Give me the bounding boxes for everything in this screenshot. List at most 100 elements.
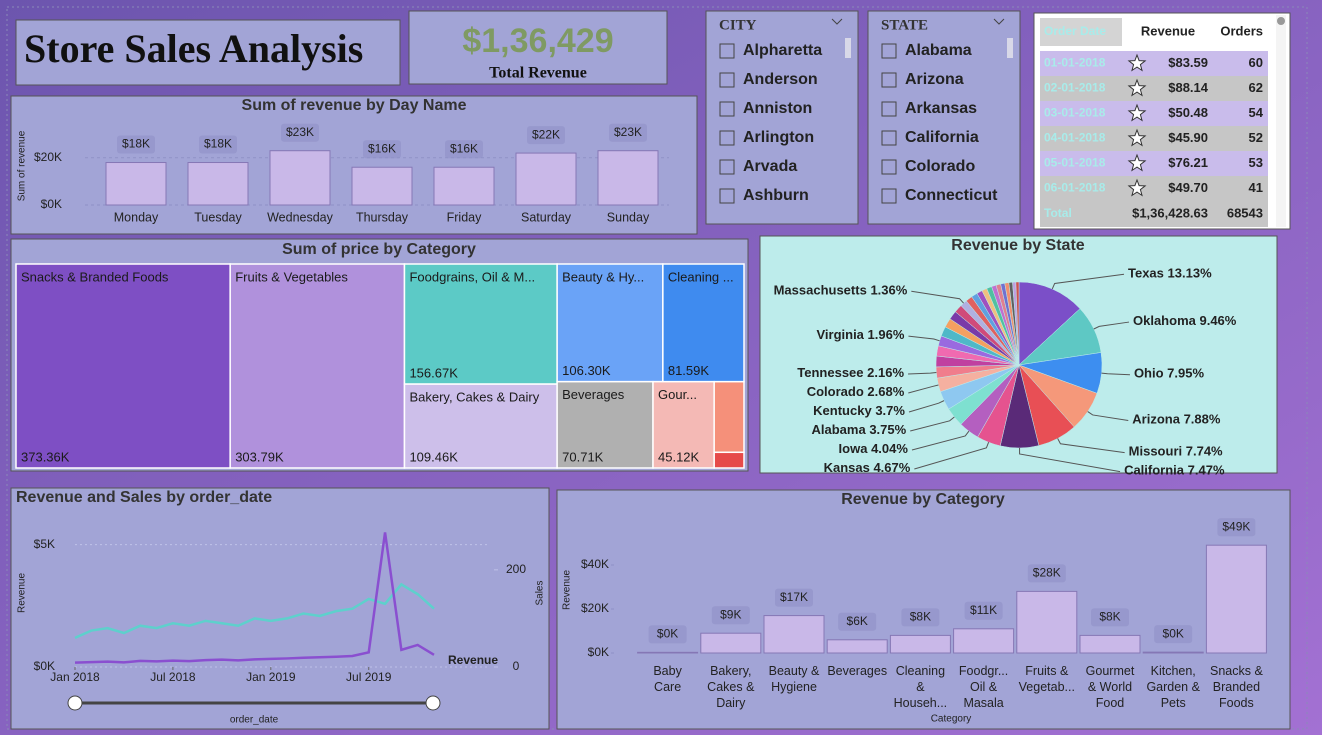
y-axis-title: Revenue [17, 573, 28, 613]
data-label: $18K [204, 137, 232, 151]
table-cell [1040, 101, 1268, 126]
y-axis-title: Sum of revenue [17, 130, 28, 201]
slicer-item[interactable]: Anniston [743, 100, 812, 117]
slicer-item[interactable]: Arkansas [905, 100, 977, 117]
data-label: 4.04% [871, 441, 908, 456]
checkbox[interactable] [719, 101, 735, 117]
data-label: 9.46% [1199, 313, 1236, 328]
data-label-box [711, 606, 750, 625]
data-label-box [1154, 625, 1193, 644]
leader-line [1101, 372, 1130, 376]
checkbox[interactable] [881, 43, 897, 59]
slicer-item[interactable]: Arizona [905, 71, 964, 88]
slicer-scrollbar [845, 38, 851, 58]
leader-line [911, 430, 970, 451]
leader-line [1051, 273, 1125, 290]
x-tick-label: Tuesday [194, 210, 242, 224]
table-total: $1,36,428.63 [1132, 205, 1208, 220]
leader-line [908, 384, 939, 394]
bar [351, 166, 413, 206]
bar [889, 634, 951, 654]
label-line: Branded [1213, 680, 1260, 694]
slicer-item[interactable]: Connecticut [905, 187, 998, 204]
checkbox[interactable] [719, 159, 735, 175]
checkbox[interactable] [881, 188, 897, 204]
scroll-thumb[interactable] [1277, 17, 1285, 25]
data-label: $8K [1099, 610, 1120, 624]
data-label: 7.95% [1167, 366, 1204, 381]
slicer-item[interactable]: Arvada [743, 158, 797, 175]
y-tick-label: $0K [34, 659, 55, 673]
y-tick-label: $20K [581, 601, 609, 615]
checkbox[interactable] [881, 159, 897, 175]
bar [1205, 544, 1267, 654]
slicer-item[interactable]: Anderson [743, 71, 818, 88]
x-tick-label: Thursday [356, 210, 409, 224]
treemap-cell [713, 451, 745, 469]
treemap-label: Foodgrains, Oil & M... [409, 269, 535, 284]
data-label: 45.12K [658, 449, 700, 464]
slicer-item[interactable]: Colorado [905, 158, 975, 175]
state-slicer[interactable] [867, 10, 1021, 225]
data-label: 109.46K [409, 449, 458, 464]
label-line: Beauty & [769, 664, 820, 678]
data-label: 303.79K [235, 449, 284, 464]
x-tick-label: Kitchen, Garden & Pets [1146, 664, 1200, 710]
column-header: Revenue [1141, 23, 1195, 38]
bar [700, 632, 762, 654]
x-tick-label: Snacks & Branded Foods [1210, 664, 1263, 710]
data-label: $23K [614, 125, 642, 139]
table-cell-text: $50.48 [1168, 105, 1208, 120]
kpi-label: Total Revenue [489, 65, 587, 82]
checkbox[interactable] [719, 43, 735, 59]
checkbox[interactable] [881, 101, 897, 117]
label-line: Gourmet [1086, 664, 1135, 678]
leader-line [914, 442, 990, 470]
data-label-box [281, 123, 319, 142]
treemap-cell [556, 380, 654, 469]
label-line: Househ... [894, 696, 948, 710]
slider-handle[interactable] [425, 695, 441, 711]
slicer-chevron[interactable] [831, 18, 843, 25]
data-label: $28K [1033, 566, 1061, 580]
slicer-item[interactable]: California [905, 129, 979, 146]
slicer-item[interactable]: Arlington [743, 129, 814, 146]
star-icon [1127, 78, 1147, 97]
slider-handle[interactable] [67, 695, 83, 711]
label-line: Kitchen, [1151, 664, 1196, 678]
pie-label: Virginia 1.96% [816, 328, 904, 343]
table-cell-text: 06-01-2018 [1044, 181, 1106, 195]
x-tick-label: Baby Care [653, 664, 682, 694]
x-tick-label: Beverages [827, 664, 887, 678]
checkbox[interactable] [719, 72, 735, 88]
pie-label: Massachusetts 1.36% [774, 283, 908, 298]
label-line: Foodgr... [959, 664, 1008, 678]
leader-line [910, 416, 955, 432]
treemap-cell [403, 383, 558, 469]
y2-tick-label: 0 [513, 659, 520, 673]
table-cell-text: 54 [1249, 105, 1264, 120]
slicer-item[interactable]: Alabama [905, 42, 972, 59]
data-label: $18K [122, 137, 150, 151]
pie-label: Kentucky 3.7% [813, 403, 905, 418]
slicer-chevron[interactable] [993, 18, 1005, 25]
checkbox[interactable] [881, 130, 897, 146]
label-line: Beverages [827, 664, 887, 678]
data-label: 3.75% [869, 422, 906, 437]
treemap-cell [403, 263, 558, 385]
checkbox[interactable] [881, 72, 897, 88]
slicer-item[interactable]: Ashburn [743, 187, 809, 204]
slicer-item[interactable]: Alpharetta [743, 42, 822, 59]
pie-label: Oklahoma 9.46% [1133, 313, 1237, 328]
checkbox[interactable] [719, 130, 735, 146]
leader-line [911, 290, 964, 304]
treemap-cell [229, 263, 406, 469]
label-line: Vegetab... [1019, 680, 1075, 694]
leader-line [1057, 438, 1125, 454]
x-tick-label: Gourmet & World Food [1086, 664, 1135, 710]
checkbox[interactable] [719, 188, 735, 204]
table-cell-text: 05-01-2018 [1044, 156, 1106, 170]
x-tick-label: Beauty & Hygiene [769, 664, 820, 694]
